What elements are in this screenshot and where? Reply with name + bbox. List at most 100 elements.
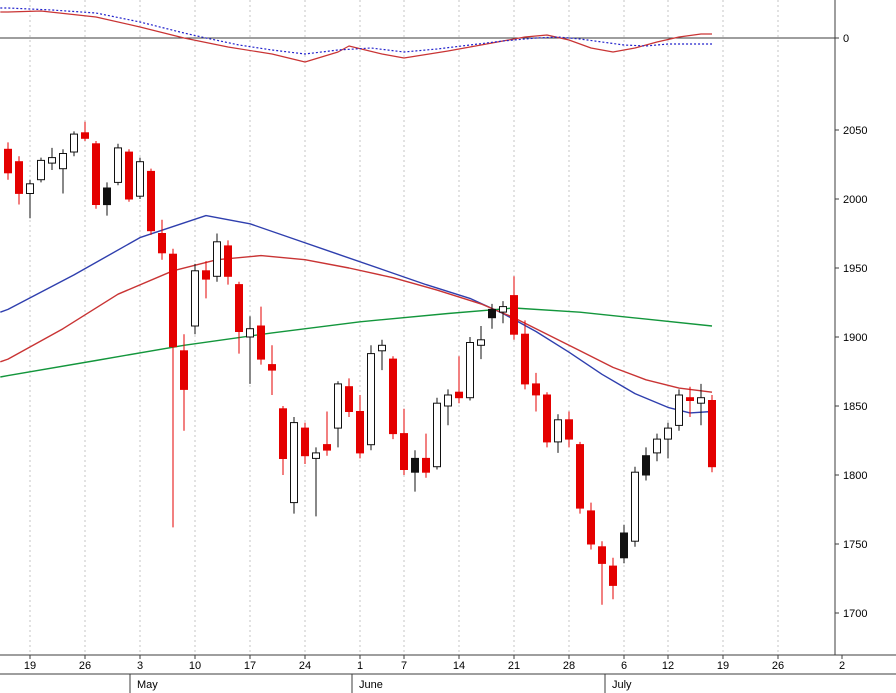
candle-body: [136, 161, 144, 197]
date-label: 24: [299, 660, 311, 672]
date-label: 3: [137, 660, 143, 672]
candle-body: [587, 510, 595, 545]
candle-body: [697, 397, 705, 404]
candle-body: [367, 353, 375, 446]
price-axis-label: 1900: [843, 332, 867, 344]
candle-body: [609, 565, 617, 586]
price-axis-label: 1750: [843, 539, 867, 551]
price-axis-label: 1950: [843, 263, 867, 275]
candle-body: [565, 419, 573, 440]
candle-body: [301, 427, 309, 457]
oscillator-zero-label: 0: [843, 33, 849, 45]
oscillator-red-line: [0, 10, 712, 63]
candle-body: [488, 308, 496, 319]
candle-body: [180, 350, 188, 390]
candle-body: [675, 394, 683, 426]
date-label: 21: [508, 660, 520, 672]
candles: [4, 121, 716, 605]
month-row: May June July: [129, 674, 632, 693]
candle-body: [499, 306, 507, 313]
candle-body: [466, 342, 474, 399]
candle-body: [598, 546, 606, 564]
candle-body: [202, 270, 210, 280]
candle-body: [191, 270, 199, 327]
candle-body: [279, 408, 287, 459]
candle-body: [543, 394, 551, 443]
candle-body: [114, 147, 122, 183]
candle-body: [400, 433, 408, 471]
candle-body: [477, 339, 485, 346]
date-label: 12: [662, 660, 674, 672]
candle-body: [169, 253, 177, 348]
price-axis-label: 2000: [843, 194, 867, 206]
candle-body: [642, 455, 650, 476]
ma-line-red: [0, 254, 713, 393]
candle-body: [103, 187, 111, 206]
candle-body: [686, 397, 694, 402]
date-label: 7: [401, 660, 407, 672]
candle-body: [554, 419, 562, 443]
price-axis-label: 2050: [843, 125, 867, 137]
month-label: May: [137, 679, 158, 691]
price-axis-label: 1700: [843, 608, 867, 620]
ma-line-green: [0, 307, 713, 378]
date-axis-labels: 19 26 3 10 17 24 1 7 14 21 28 6 12 19 26 2: [24, 655, 845, 672]
candle-body: [510, 295, 518, 335]
date-label: 17: [244, 660, 256, 672]
moving-averages: [0, 214, 713, 414]
candle-body: [334, 383, 342, 429]
date-label: 2: [839, 660, 845, 672]
axes: [0, 0, 896, 675]
candle-body: [4, 148, 12, 174]
date-label: 26: [772, 660, 784, 672]
oscillator-blue-dotted-line: [0, 7, 712, 55]
candle-body: [356, 411, 364, 454]
candle-body: [81, 132, 89, 139]
candle-body: [422, 457, 430, 473]
date-label: 19: [24, 660, 36, 672]
candle-body: [444, 394, 452, 407]
candle-body: [620, 532, 628, 559]
candle-body: [268, 364, 276, 371]
candle-body: [224, 245, 232, 277]
candle-body: [378, 344, 386, 352]
candle-body: [532, 383, 540, 396]
candle-body: [158, 233, 166, 254]
candle-body: [290, 422, 298, 504]
candle-body: [653, 438, 661, 454]
candle-body: [235, 284, 243, 333]
price-axis-label: 1800: [843, 470, 867, 482]
oscillator-panel: [0, 7, 835, 63]
candle-body: [92, 143, 100, 206]
candle-body: [708, 400, 716, 468]
candle-body: [59, 153, 67, 170]
candle-body: [15, 161, 23, 194]
candle-body: [37, 159, 45, 181]
candle-body: [576, 444, 584, 509]
candle-body: [389, 358, 397, 435]
price-axis-labels: 0 2050 2000 1950 1900 1850 1800 1750 1700: [835, 33, 867, 620]
date-label: 26: [79, 660, 91, 672]
candle-body: [125, 151, 133, 200]
candle-body: [147, 170, 155, 232]
candle-body: [455, 391, 463, 399]
date-label: 6: [621, 660, 627, 672]
price-axis-label: 1850: [843, 401, 867, 413]
candle-body: [26, 183, 34, 195]
candle-body: [246, 328, 254, 338]
date-label: 10: [189, 660, 201, 672]
candle-body: [70, 133, 78, 153]
candle-body: [323, 444, 331, 451]
candle-body: [631, 471, 639, 542]
candle-body: [213, 241, 221, 277]
candle-body: [433, 402, 441, 468]
gridlines: [29, 0, 779, 655]
candle-body: [312, 452, 320, 459]
date-label: 28: [563, 660, 575, 672]
date-label: 1: [357, 660, 363, 672]
month-label: June: [359, 679, 383, 691]
candle-body: [664, 427, 672, 440]
date-label: 19: [717, 660, 729, 672]
